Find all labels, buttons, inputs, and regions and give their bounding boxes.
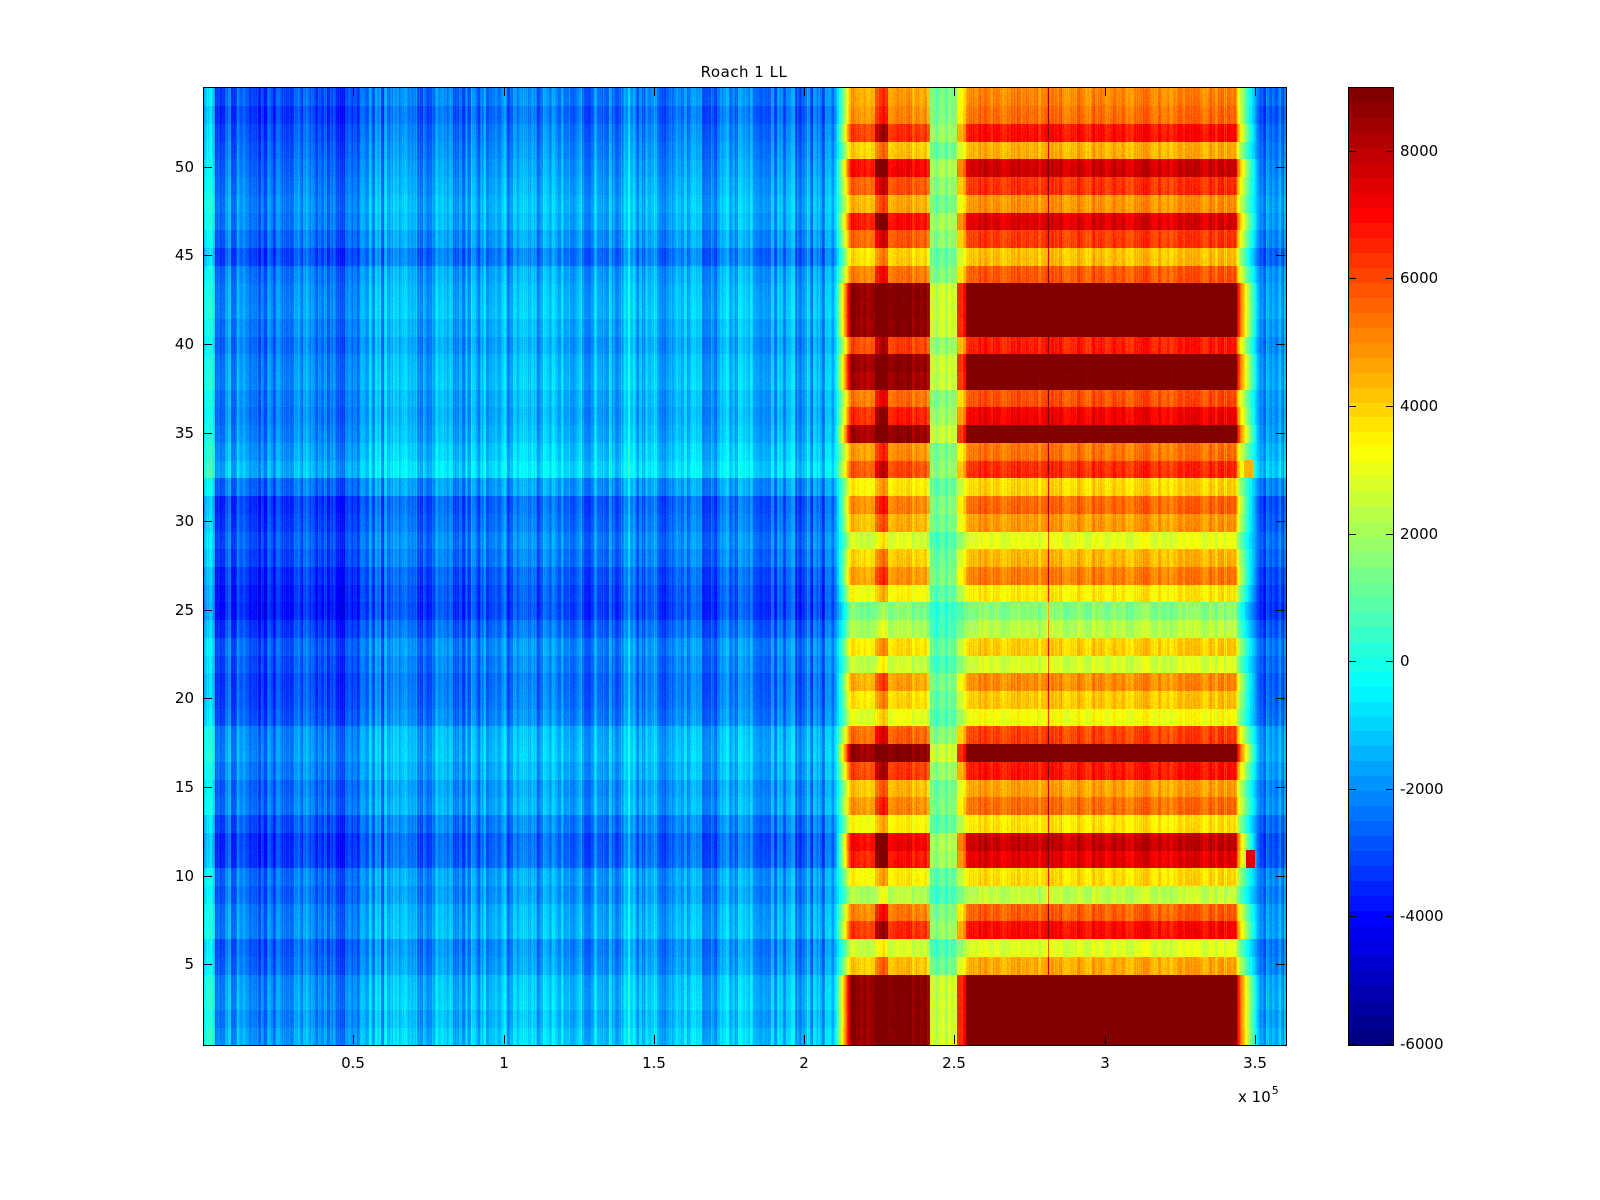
y-axis-tick-label: 50 [174, 158, 194, 176]
x-axis-tick-mirror [1105, 87, 1106, 96]
y-axis-tick [203, 255, 212, 256]
x-axis-exponent-label: x 105 [1238, 1084, 1279, 1106]
y-axis-tick-mirror [1276, 787, 1285, 788]
x-axis-tick [1105, 1035, 1106, 1044]
x-axis-exponent-power: 5 [1271, 1084, 1279, 1097]
y-axis-tick-mirror [1276, 433, 1285, 434]
x-axis-tick-label: 0.5 [341, 1054, 365, 1072]
colorbar-tick-label: 0 [1400, 652, 1410, 670]
y-axis-tick [203, 167, 212, 168]
y-axis-tick [203, 698, 212, 699]
y-axis-tick-label: 15 [174, 778, 194, 796]
y-axis-tick-mirror [1276, 964, 1285, 965]
x-axis-tick-mirror [353, 87, 354, 96]
colorbar-gradient[interactable] [1349, 88, 1393, 1045]
x-axis-tick-label: 3.5 [1243, 1054, 1267, 1072]
x-axis-tick-mirror [804, 87, 805, 96]
y-axis-tick-label: 25 [174, 601, 194, 619]
colorbar-tick-labels: -6000 -4000 -2000 0 2000 4000 6000 8000 [1400, 87, 1470, 1053]
x-axis-exponent-base: x 10 [1238, 1088, 1271, 1106]
y-axis-tick-mirror [1276, 521, 1285, 522]
y-axis-tick-label: 40 [174, 335, 194, 353]
y-axis-tick-mirror [1276, 344, 1285, 345]
x-axis-tick [504, 1035, 505, 1044]
x-axis-tick-label: 3 [1100, 1054, 1110, 1072]
y-axis-tick [203, 610, 212, 611]
x-axis-tick-mirror [654, 87, 655, 96]
colorbar-tick-label: -2000 [1400, 780, 1444, 798]
x-axis-tick [804, 1035, 805, 1044]
y-axis-tick-label: 20 [174, 689, 194, 707]
x-axis-tick [654, 1035, 655, 1044]
y-axis-tick-label: 10 [174, 867, 194, 885]
y-axis-tick-mirror [1276, 876, 1285, 877]
y-axis-tick [203, 521, 212, 522]
y-axis-tick [203, 964, 212, 965]
colorbar-tick-label: 8000 [1400, 142, 1439, 160]
colorbar-tick-label: -4000 [1400, 907, 1444, 925]
y-axis-tick-mirror [1276, 255, 1285, 256]
x-axis-tick-labels: 0.5 1 1.5 2 2.5 3 3.5 [203, 1054, 1285, 1078]
x-axis-tick [353, 1035, 354, 1044]
x-axis-tick [1255, 1035, 1256, 1044]
y-axis-tick-label: 5 [184, 955, 194, 973]
page-title: Roach 1 LL [700, 63, 788, 81]
x-axis-tick [954, 1035, 955, 1044]
x-axis-tick-label: 2 [799, 1054, 809, 1072]
y-axis-tick-label: 45 [174, 246, 194, 264]
y-axis-tick [203, 787, 212, 788]
y-axis-tick-mirror [1276, 698, 1285, 699]
y-axis-tick [203, 876, 212, 877]
colorbar-tick-label: 4000 [1400, 397, 1439, 415]
y-axis-tick-label: 30 [174, 512, 194, 530]
colorbar-tick-label: 2000 [1400, 525, 1439, 543]
x-axis-tick-mirror [1255, 87, 1256, 96]
colorbar-tick-label: -6000 [1400, 1035, 1444, 1053]
y-axis-tick-mirror [1276, 610, 1285, 611]
x-axis-tick-mirror [504, 87, 505, 96]
x-axis-tick-mirror [954, 87, 955, 96]
colorbar-tick-label: 6000 [1400, 269, 1439, 287]
colorbar[interactable] [1348, 87, 1394, 1046]
y-axis-tick-labels: 5 10 15 20 25 30 35 40 45 50 [150, 87, 194, 1044]
heatmap-axes[interactable] [203, 87, 1287, 1046]
y-axis-tick [203, 344, 212, 345]
y-axis-tick [203, 433, 212, 434]
x-axis-tick-label: 1.5 [642, 1054, 666, 1072]
x-axis-tick-label: 1 [499, 1054, 509, 1072]
x-axis-tick-label: 2.5 [942, 1054, 966, 1072]
heatmap-image[interactable] [204, 88, 1286, 1045]
y-axis-tick-mirror [1276, 167, 1285, 168]
y-axis-tick-label: 35 [174, 424, 194, 442]
